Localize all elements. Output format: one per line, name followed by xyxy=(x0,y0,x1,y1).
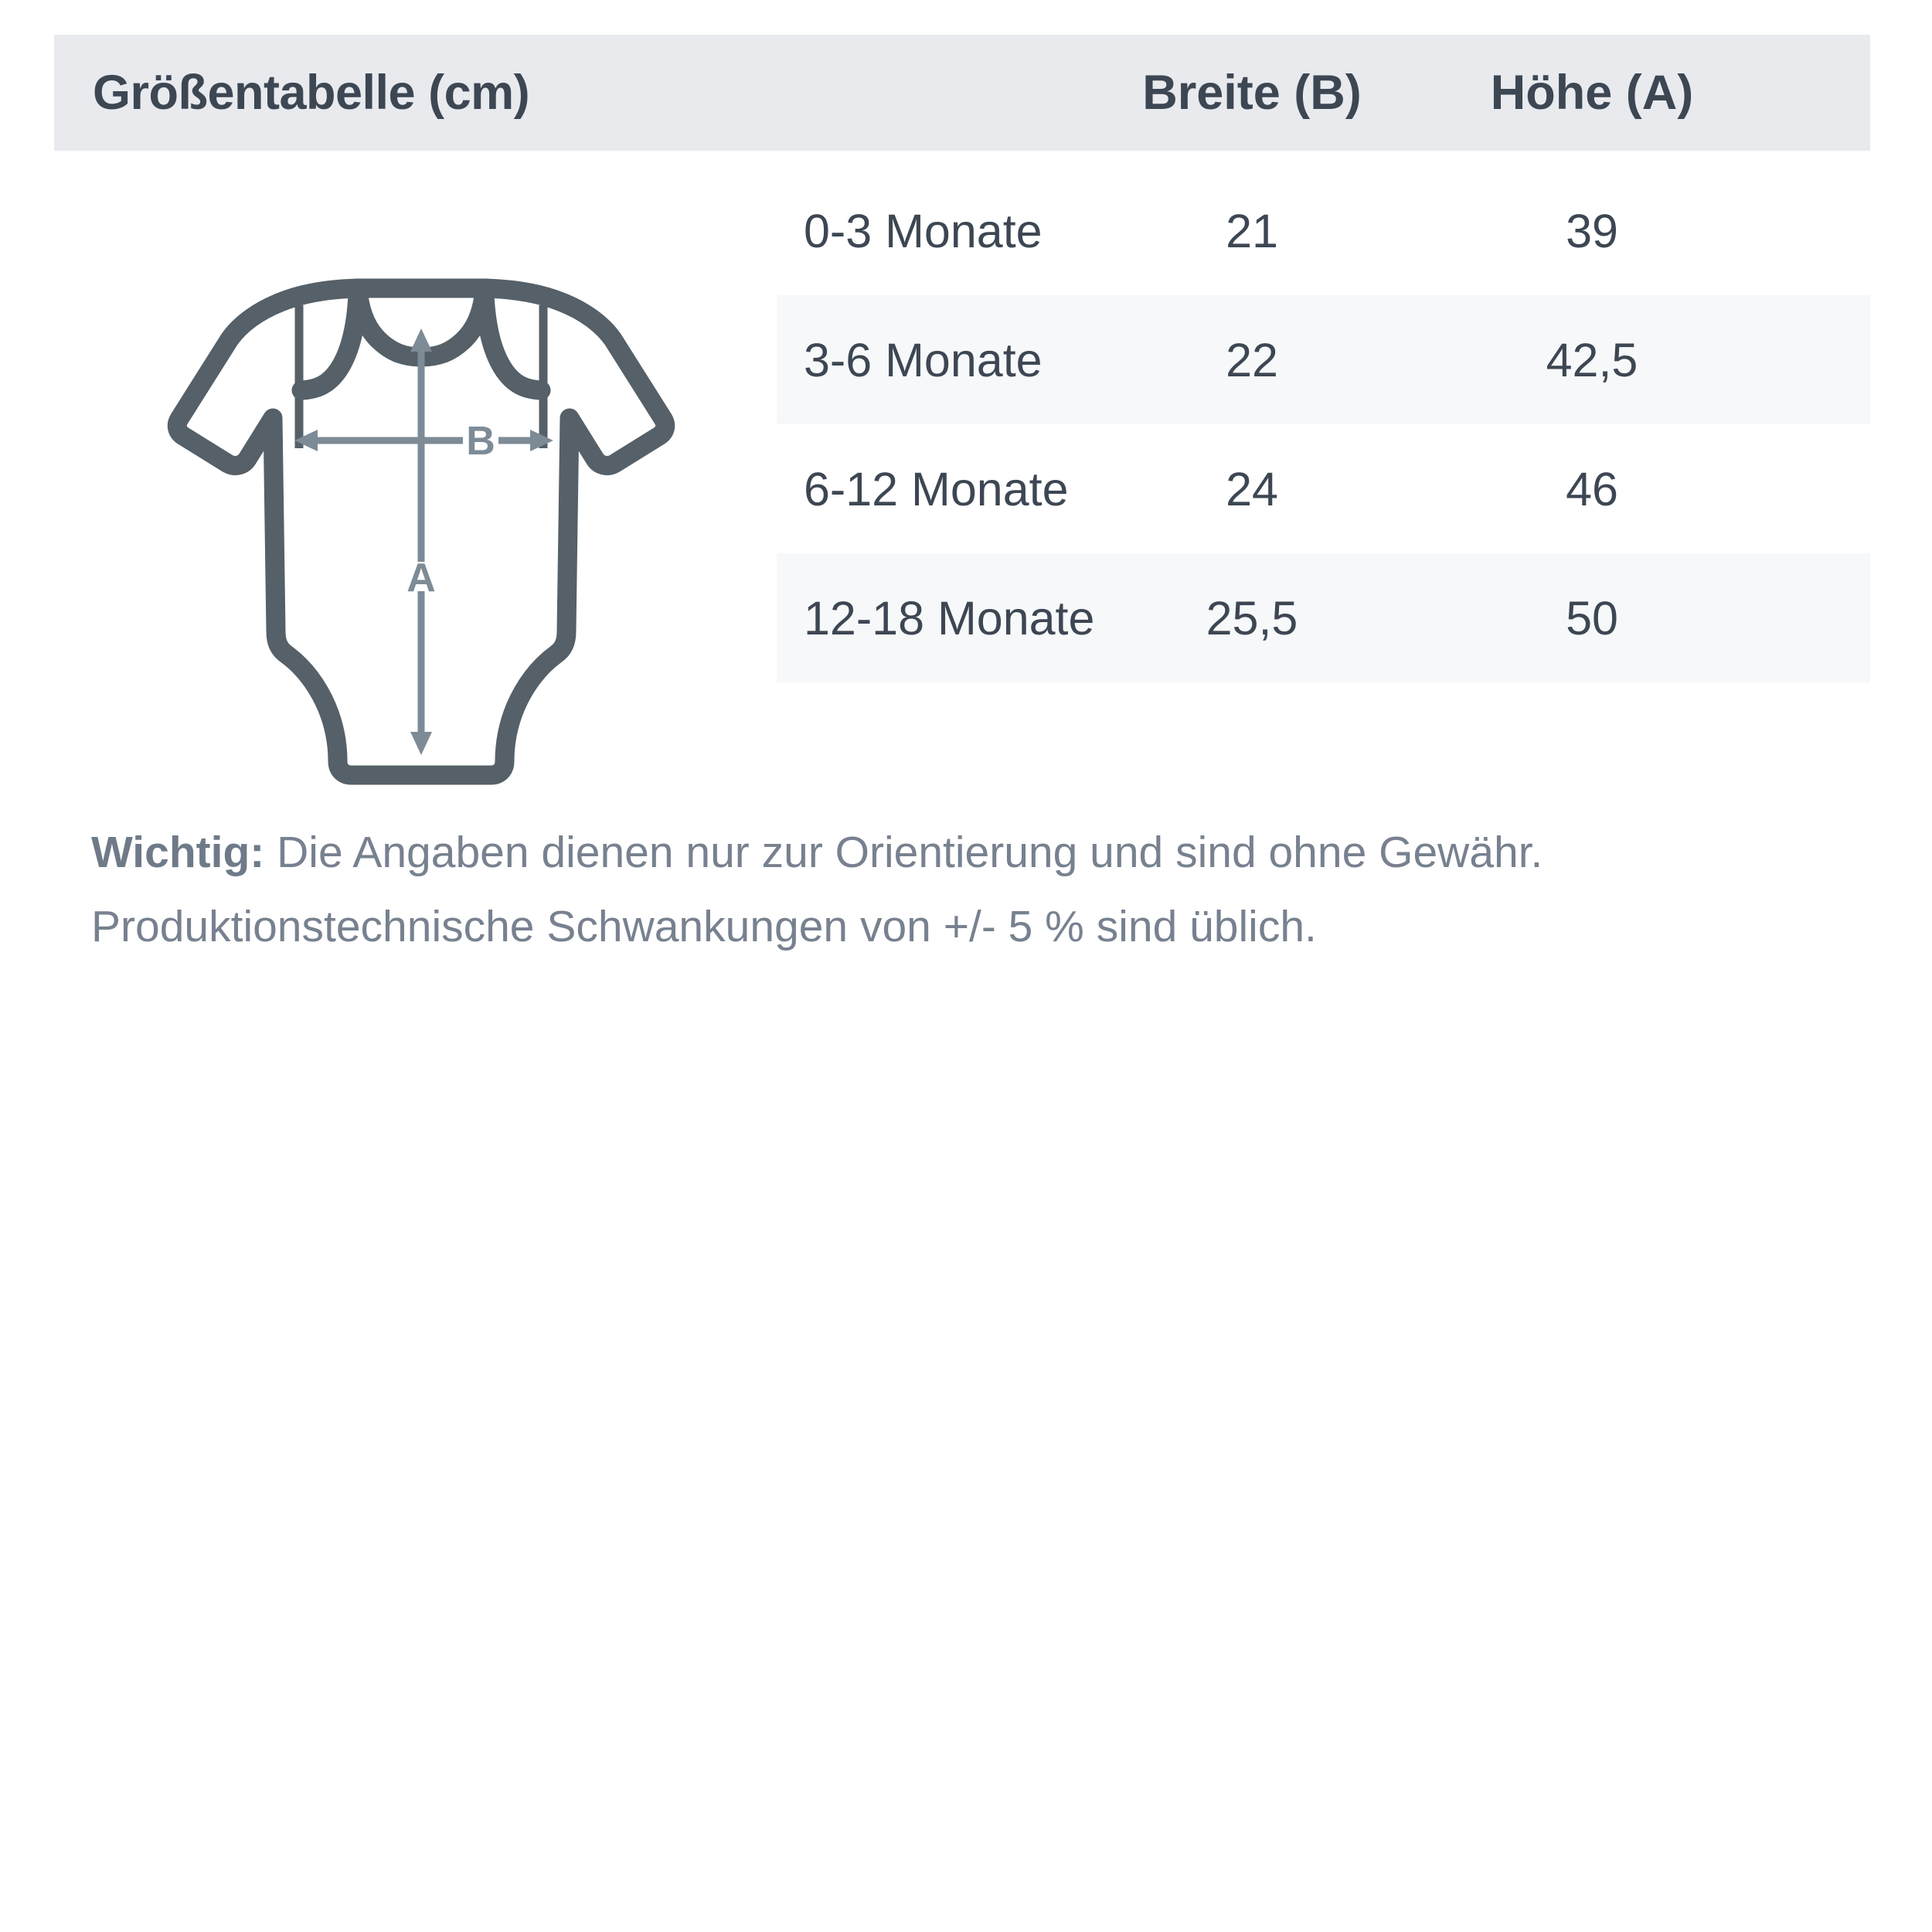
baby-bodysuit-diagram: B A xyxy=(135,228,707,800)
table-header-band xyxy=(54,35,1870,151)
table-row: 3-6 Monate 22 42,5 xyxy=(777,295,1870,424)
cell-width: 22 xyxy=(1226,333,1278,386)
cell-height: 46 xyxy=(1566,462,1618,515)
column-header-height: Höhe (A) xyxy=(1490,66,1694,120)
cell-height: 42,5 xyxy=(1546,333,1638,386)
disclaimer-body: Die Angaben dienen nur zur Orientierung … xyxy=(91,828,1543,951)
cell-size: 12-18 Monate xyxy=(804,591,1095,645)
cell-width: 24 xyxy=(1226,462,1278,515)
cell-width: 21 xyxy=(1226,204,1278,257)
width-arrow-head-right xyxy=(530,430,553,451)
table-row: 6-12 Monate 24 46 xyxy=(777,424,1870,553)
cell-height: 39 xyxy=(1566,204,1618,257)
side-seam-lines xyxy=(294,305,548,448)
measurement-arrows xyxy=(294,328,553,755)
column-header-width: Breite (B) xyxy=(1142,66,1362,120)
disclaimer-lead: Wichtig: xyxy=(91,828,265,877)
width-arrow-head-left xyxy=(294,430,318,451)
cell-width: 25,5 xyxy=(1206,591,1298,645)
height-arrow-head-down xyxy=(410,732,432,755)
cell-size: 0-3 Monate xyxy=(804,204,1043,257)
cell-size: 3-6 Monate xyxy=(804,333,1043,386)
table-row: 0-3 Monate 21 39 xyxy=(777,166,1870,295)
cell-size: 6-12 Monate xyxy=(804,462,1069,515)
page-title: Größentabelle (cm) xyxy=(93,66,530,120)
disclaimer-note: Wichtig: Die Angaben dienen nur zur Orie… xyxy=(91,815,1853,964)
cell-height: 50 xyxy=(1566,591,1618,645)
height-arrow-head-up xyxy=(410,328,432,352)
table-row: 12-18 Monate 25,5 50 xyxy=(777,553,1870,682)
width-label: B xyxy=(466,419,495,464)
height-label: A xyxy=(406,556,436,600)
